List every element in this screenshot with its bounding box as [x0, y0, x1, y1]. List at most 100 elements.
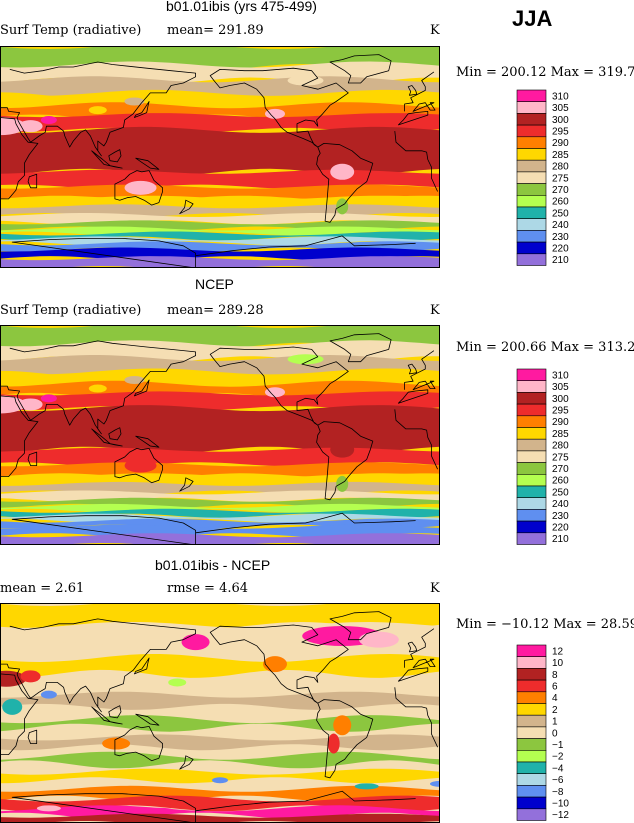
panel-2-colorbar-label-10: 250 [552, 487, 569, 498]
panel-1-colorbar-box-5 [516, 148, 547, 161]
panel-1-colorbar-label-3: 295 [552, 126, 569, 137]
panel-1-colorbar-label-5: 285 [552, 150, 569, 161]
panel-2-colorbar: 3103053002952902852802752702602502402302… [516, 368, 569, 545]
panel-2-title: NCEP [195, 276, 234, 292]
panel-1-colorbar-box-0 [516, 89, 547, 102]
panel-3-colorbar-label-1: 10 [552, 658, 564, 669]
panel-2-colorbar-box-8 [516, 462, 547, 475]
panel-2-map [0, 325, 440, 545]
panel-3-colorbar-label-13: −10 [552, 798, 569, 809]
panel-1-colorbar-label-8: 270 [552, 185, 569, 196]
panel-2-colorbar-box-10 [516, 485, 547, 498]
panel-1-colorbar-box-8 [516, 183, 547, 196]
panel-1-colorbar-box-12 [516, 230, 547, 243]
panel-2-colorbar-label-2: 300 [552, 394, 569, 405]
panel-3-colorbar-label-6: 1 [552, 717, 558, 728]
panel-1-colorbar-label-11: 240 [552, 220, 569, 231]
panel-3-colorbar-label-7: 0 [552, 728, 558, 739]
panel-3-mean: mean = 2.61 [0, 581, 85, 596]
panel-2-colorbar-label-13: 220 [552, 522, 569, 533]
panel-2-colorbar-label-8: 270 [552, 464, 569, 475]
panel-3-colorbar-box-2 [516, 668, 547, 681]
panel-3-colorbar-box-12 [516, 785, 547, 798]
panel-1-colorbar-box-11 [516, 218, 547, 231]
panel-3-colorbar-box-3 [516, 679, 547, 693]
panel-1-colorbar-box-3 [516, 124, 547, 138]
panel-2-colorbar-label-7: 275 [552, 452, 569, 463]
panel-3-colorbar-box-9 [516, 750, 547, 763]
panel-1-colorbar-box-10 [516, 206, 547, 219]
panel-1-colorbar-label-0: 310 [552, 91, 569, 102]
panel-3-colorbar-box-5 [516, 703, 547, 716]
panel-1-minmax: Min = 200.12 Max = 319.75 [456, 65, 634, 80]
panel-2-minmax: Min = 200.66 Max = 313.25 [456, 340, 634, 355]
panel-3-title: b01.01ibis - NCEP [155, 557, 271, 573]
panel-1-colorbar-label-2: 300 [552, 115, 569, 126]
panel-2-colorbar-box-13 [516, 520, 547, 534]
panel-3-colorbar-box-13 [516, 796, 547, 810]
panel-2-colorbar-label-11: 240 [552, 499, 569, 510]
panel-3-minmax: Min = −10.12 Max = 28.59 [456, 617, 634, 632]
panel-3-units: K [430, 581, 440, 596]
panel-3-colorbar-label-3: 6 [552, 681, 558, 692]
panel-2-colorbar-label-5: 285 [552, 429, 569, 440]
panel-2-colorbar-box-9 [516, 474, 547, 487]
panel-1-variable: Surf Temp (radiative) [0, 23, 142, 38]
panel-1-colorbar-label-6: 280 [552, 162, 569, 173]
panel-3-colorbar-label-9: −2 [552, 752, 564, 763]
panel-2-colorbar-box-7 [516, 450, 547, 463]
panel-1-colorbar-box-2 [516, 113, 547, 126]
panel-2-colorbar-box-5 [516, 427, 547, 440]
panel-1-colorbar-label-1: 305 [552, 103, 569, 114]
panel-3-colorbar-label-11: −6 [552, 775, 564, 786]
panel-1-map [0, 46, 440, 268]
panel-3-colorbar-label-5: 2 [552, 705, 558, 716]
panel-3-colorbar-box-14 [516, 808, 547, 821]
panel-2-colorbar-box-14 [516, 532, 547, 545]
panel-1-colorbar-label-12: 230 [552, 232, 569, 243]
panel-3-colorbar-box-4 [516, 691, 547, 704]
panel-2-variable: Surf Temp (radiative) [0, 303, 142, 318]
panel-3-map [0, 603, 440, 823]
panel-3-rmse: rmse = 4.64 [167, 581, 249, 596]
panel-2-colorbar-box-2 [516, 392, 547, 405]
panel-2-colorbar-label-0: 310 [552, 370, 569, 381]
panel-1-units: K [430, 23, 440, 38]
panel-2-colorbar-box-0 [516, 368, 547, 381]
panel-1-colorbar-box-9 [516, 195, 547, 208]
panel-3-colorbar-label-10: −4 [552, 763, 564, 774]
panel-1-colorbar-box-1 [516, 101, 547, 114]
panel-2-colorbar-label-12: 230 [552, 511, 569, 522]
panel-3-colorbar-label-2: 8 [552, 670, 558, 681]
panel-1-colorbar-label-10: 250 [552, 208, 569, 219]
panel-1-colorbar-label-13: 220 [552, 243, 569, 254]
panel-2-colorbar-box-6 [516, 438, 547, 452]
panel-2-colorbar-label-4: 290 [552, 417, 569, 428]
panel-3-colorbar-label-12: −8 [552, 787, 564, 798]
panel-3-colorbar-box-0 [516, 644, 547, 657]
panel-3-colorbar-box-7 [516, 726, 547, 739]
panel-1-colorbar-label-14: 210 [552, 255, 569, 266]
panel-2-colorbar-box-3 [516, 403, 547, 417]
panel-3-colorbar-box-11 [516, 773, 547, 786]
panel-1-colorbar-label-7: 275 [552, 173, 569, 184]
panel-2-colorbar-label-9: 260 [552, 476, 569, 487]
panel-2-colorbar-box-11 [516, 497, 547, 510]
season-label: JJA [512, 6, 553, 31]
panel-1-colorbar-label-4: 290 [552, 138, 569, 149]
panel-3-colorbar-box-10 [516, 761, 547, 774]
panel-2-colorbar-box-12 [516, 509, 547, 522]
panel-3-colorbar-box-1 [516, 656, 547, 669]
panel-2-colorbar-label-1: 305 [552, 382, 569, 393]
panel-2-mean: mean= 289.28 [167, 303, 264, 318]
panel-3-colorbar-label-14: −12 [552, 810, 569, 821]
panel-3-colorbar-label-0: 12 [552, 646, 564, 657]
panel-3-colorbar-box-8 [516, 738, 547, 751]
panel-3-colorbar-box-6 [516, 714, 547, 728]
panel-1-mean: mean= 291.89 [167, 23, 264, 38]
panel-2-units: K [430, 303, 440, 318]
panel-1-colorbar-box-4 [516, 136, 547, 149]
panel-1-title: b01.01ibis (yrs 475-499) [166, 0, 317, 14]
panel-1-colorbar-box-13 [516, 241, 547, 255]
